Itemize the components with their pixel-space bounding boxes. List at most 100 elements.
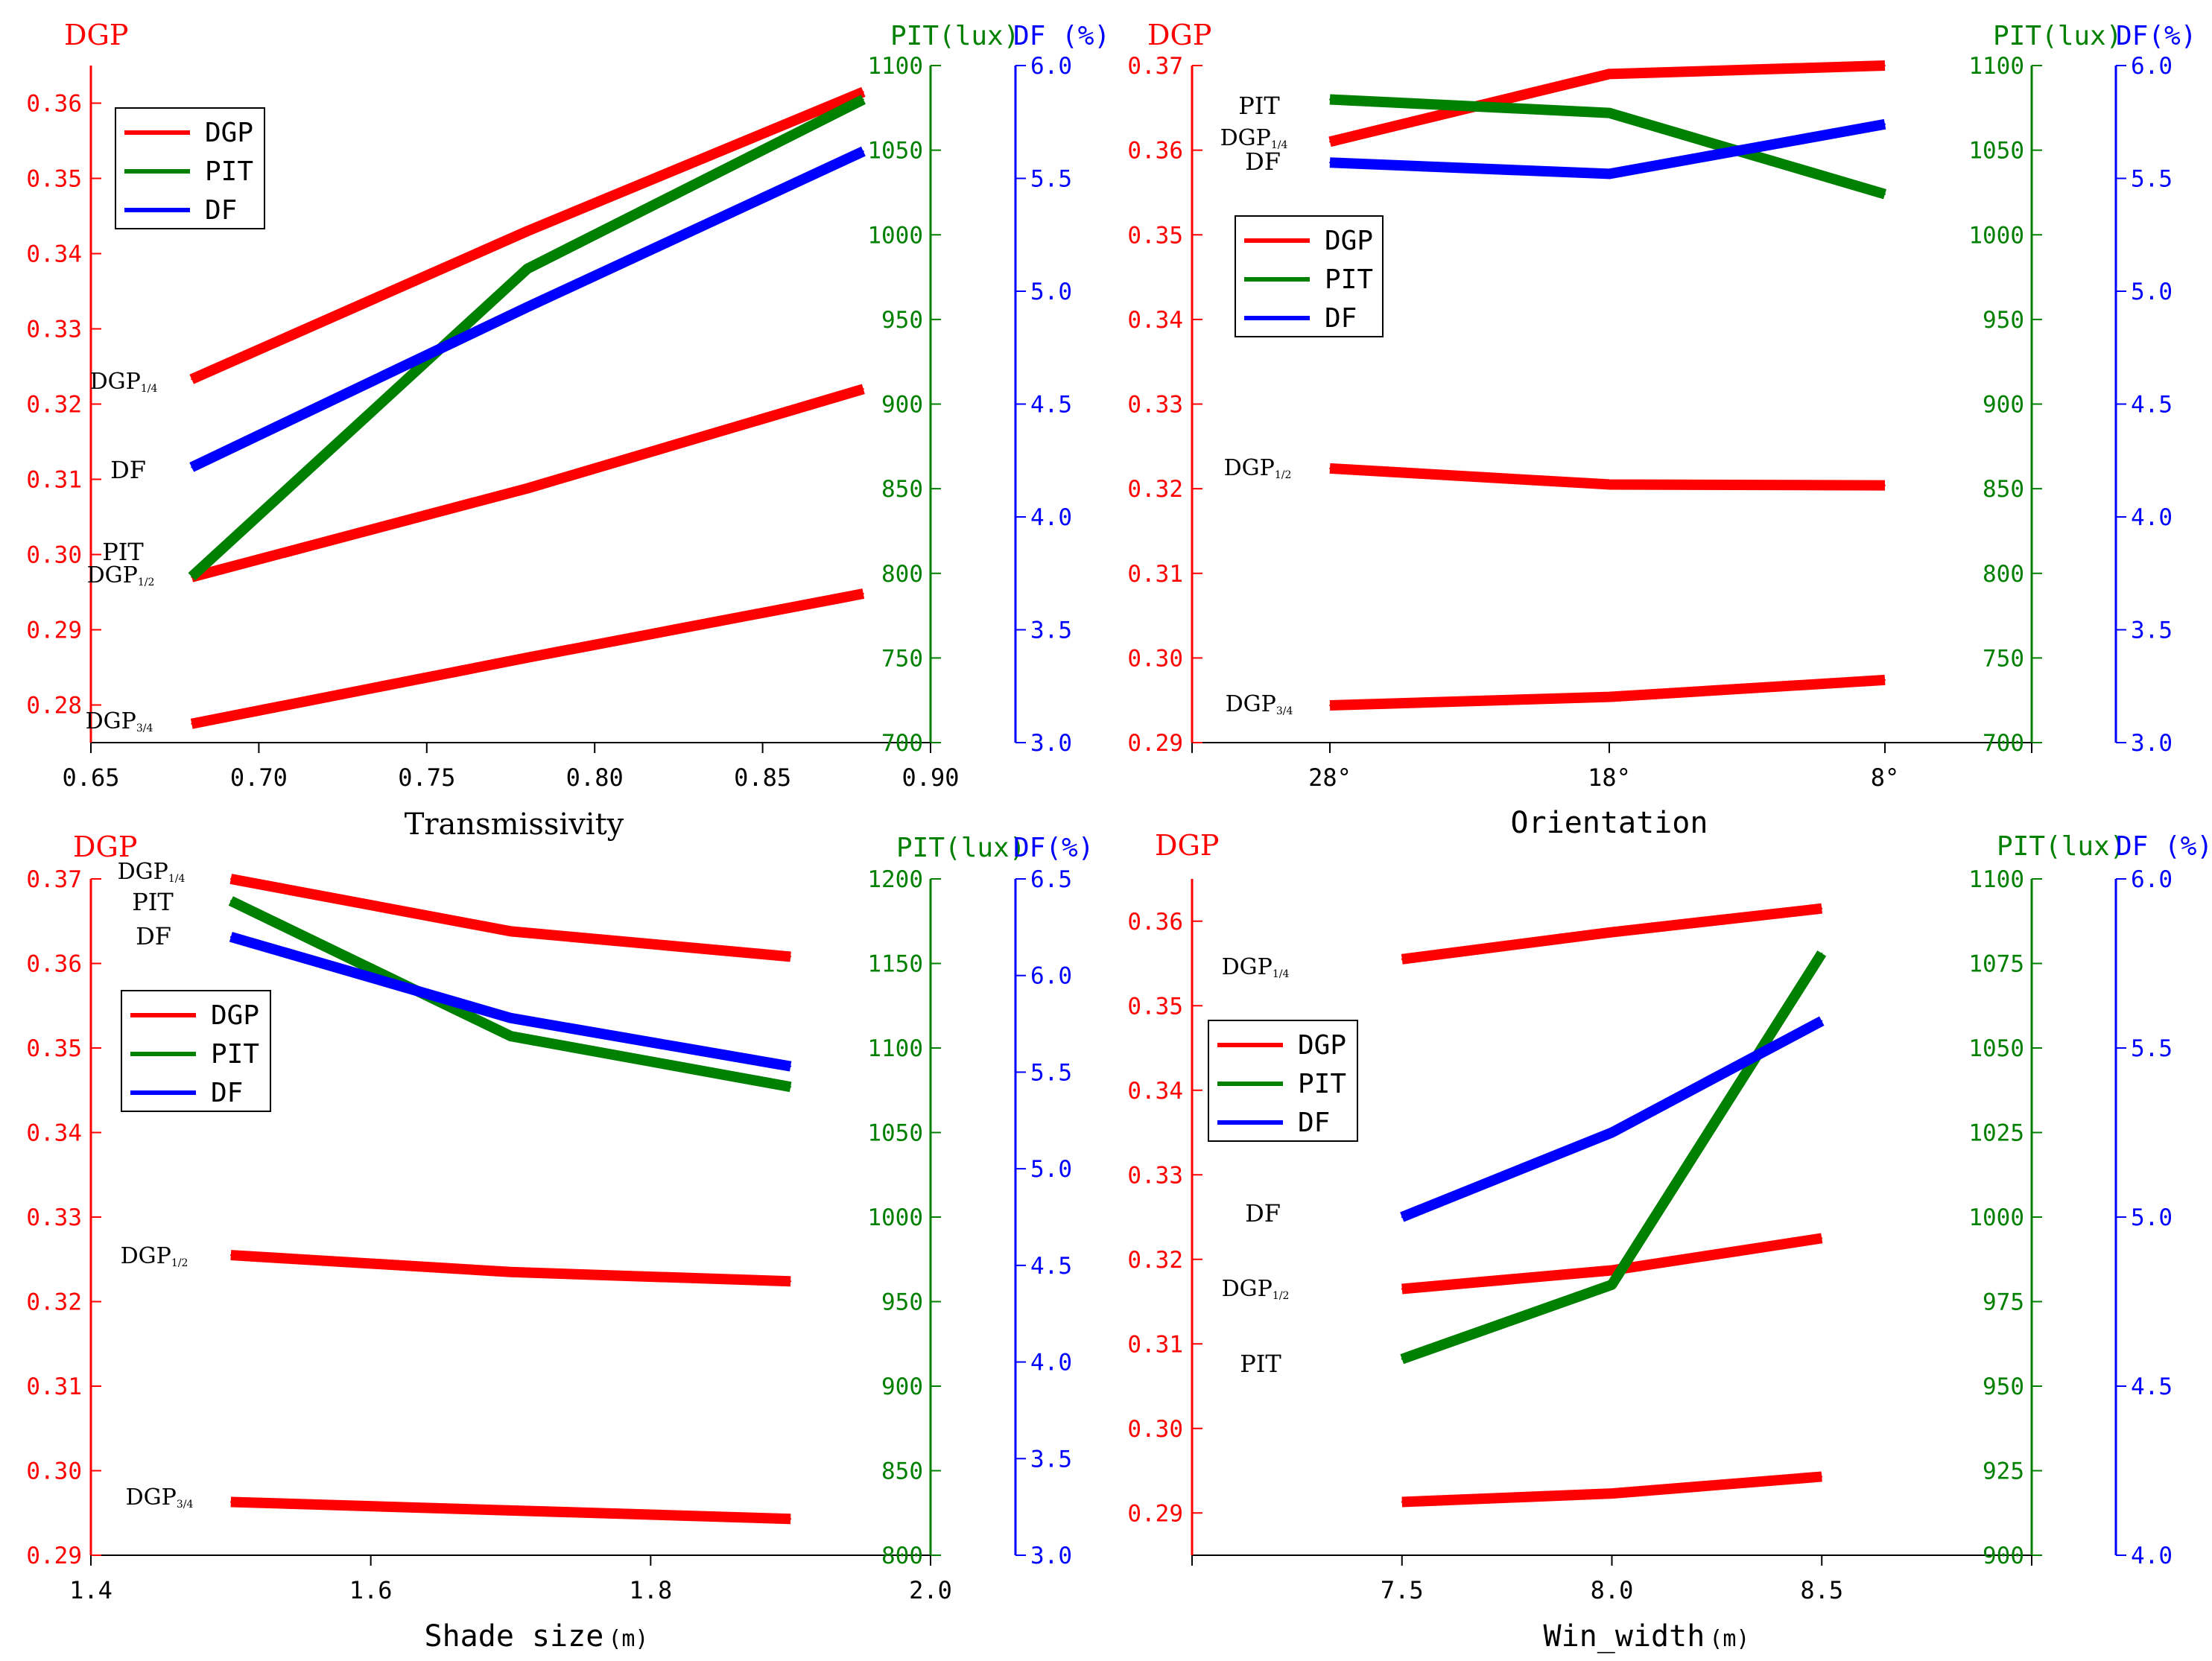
chart-panel-3: 0.29 0.30 0.31 0.32 0.33 0.34 0.35 0.36 0.37 800 8… <box>26 830 1094 1654</box>
pit-tick-label: 900 <box>881 392 923 419</box>
legend-label: DF <box>1298 1108 1330 1138</box>
dgp-tick-label: 0.30 <box>1127 645 1183 672</box>
series-label-text: DGP <box>118 859 168 885</box>
pit-tick-label: 1000 <box>867 1204 923 1231</box>
dgp-tick-label: 0.36 <box>1127 909 1183 936</box>
series-line <box>230 1250 791 1287</box>
series-label-sub: 3/4 <box>177 1499 194 1511</box>
series-pit <box>188 95 866 581</box>
data-point <box>229 900 232 902</box>
data-point <box>790 1518 792 1520</box>
x-tick-label: 7.5 <box>1381 1576 1424 1604</box>
series-label-dgp12: DGP1/2 <box>1222 1276 1290 1302</box>
series-label-sub: 3/4 <box>1276 705 1293 717</box>
dgp-tick-label: 0.34 <box>26 241 82 268</box>
dgp-tick-label: 0.34 <box>26 1120 82 1147</box>
dgp-tick-label: 0.32 <box>26 392 82 419</box>
data-point <box>1884 123 1886 125</box>
series-line <box>1329 674 1886 711</box>
series-label-pit: PIT <box>102 538 144 566</box>
series-label-dgp14: DGP1/4 <box>1222 954 1290 980</box>
data-point <box>862 150 864 153</box>
df-tick-label: 6.0 <box>1030 53 1072 80</box>
series-label-df: DF <box>136 922 171 950</box>
pit-tick-label: 700 <box>881 730 923 757</box>
series-dgp1-2 <box>1401 1233 1823 1295</box>
pit-tick-label: 1150 <box>867 951 923 978</box>
pit-tick-label: 950 <box>881 307 923 334</box>
data-point <box>1611 1283 1613 1286</box>
data-point <box>229 936 232 938</box>
data-point <box>790 1065 792 1067</box>
x-tick-label: 0.90 <box>901 763 959 792</box>
pit-tick-label: 975 <box>1983 1289 2024 1316</box>
df-tick-label: 3.0 <box>1030 730 1072 757</box>
pit-tick-label: 1000 <box>1968 222 2024 249</box>
data-point <box>527 306 529 308</box>
series-dgp3-4 <box>1401 1471 1823 1508</box>
series-label-sub: 1/2 <box>171 1257 188 1269</box>
x-axis-label: Win_width (m) <box>1544 1619 1750 1654</box>
data-point <box>1609 173 1610 175</box>
data-point <box>1401 1288 1403 1290</box>
df-tick-label: 3.5 <box>1030 1446 1072 1473</box>
series-label-pit: PIT <box>1238 92 1280 120</box>
df-tick-label: 5.5 <box>1030 1059 1072 1086</box>
dgp-tick-label: 0.31 <box>1127 561 1183 588</box>
pit-tick-label: 900 <box>881 1373 923 1400</box>
series-label-df: DF <box>110 456 146 484</box>
series-label-text: DGP <box>90 369 141 395</box>
df-tick-label: 3.0 <box>1030 1543 1072 1569</box>
dgp-tick-label: 0.37 <box>26 866 82 893</box>
dgp-tick-label: 0.33 <box>1127 392 1183 419</box>
legend-label: PIT <box>1298 1069 1346 1099</box>
series-line <box>229 932 792 1072</box>
series-label-text: DGP <box>1220 125 1271 151</box>
pit-tick-label: 700 <box>1983 730 2024 757</box>
data-point <box>1611 1269 1613 1271</box>
data-point <box>1609 696 1610 698</box>
legend: DGP PIT DF <box>121 990 271 1112</box>
dgp-tick-label: 0.35 <box>1127 222 1183 249</box>
series-dgp3-4 <box>229 1496 792 1525</box>
pit-tick-label: 750 <box>881 645 923 672</box>
pit-tick-label: 1050 <box>867 138 923 165</box>
pit-tick-label: 950 <box>1983 307 2024 334</box>
df-tick-label: 6.0 <box>2131 866 2173 893</box>
series-label-dgp14: DGP1/4 <box>1220 125 1288 151</box>
series-label-sub: 3/4 <box>136 722 153 734</box>
data-point <box>1884 193 1886 195</box>
data-point <box>191 722 193 725</box>
series-line <box>189 86 866 384</box>
series-pit <box>1400 950 1827 1365</box>
series-label-sub: 1/2 <box>1273 1290 1290 1302</box>
series-line <box>1329 463 1886 491</box>
data-point <box>1821 1476 1823 1478</box>
x-tick-label: 2.0 <box>909 1576 952 1604</box>
legend-label: DF <box>211 1078 243 1108</box>
dgp-tick-label: 0.33 <box>26 317 82 343</box>
x-tick-label: 8° <box>1871 763 1900 792</box>
dgp-tick-label: 0.35 <box>26 1035 82 1062</box>
data-point <box>1821 1237 1823 1239</box>
pit-tick-label: 1050 <box>867 1120 923 1147</box>
x-axis-label: Shade size (m) <box>424 1619 648 1654</box>
df-tick-label: 4.5 <box>1030 1253 1072 1280</box>
data-point <box>1401 1501 1403 1503</box>
x-axis-label-text: Transmissivity <box>405 807 624 842</box>
dgp-tick-label: 0.36 <box>26 91 82 118</box>
data-point <box>1609 483 1610 486</box>
pit-tick-label: 800 <box>1983 561 2024 588</box>
dgp-tick-label: 0.30 <box>26 1458 82 1485</box>
data-point <box>1329 141 1331 143</box>
series-label-dgp12: DGP1/2 <box>121 1243 188 1269</box>
dgp-tick-label: 0.29 <box>26 1543 82 1569</box>
data-point <box>1401 1358 1403 1360</box>
series-dgp1-4 <box>1328 60 1886 147</box>
series-label-text: DGP <box>87 562 138 588</box>
pit-axis-title: PIT(lux) <box>1997 831 2126 862</box>
legend-label: DGP <box>205 118 253 148</box>
pit-axis-title: PIT(lux) <box>896 833 1025 863</box>
series-label-sub: 1/4 <box>168 873 186 885</box>
